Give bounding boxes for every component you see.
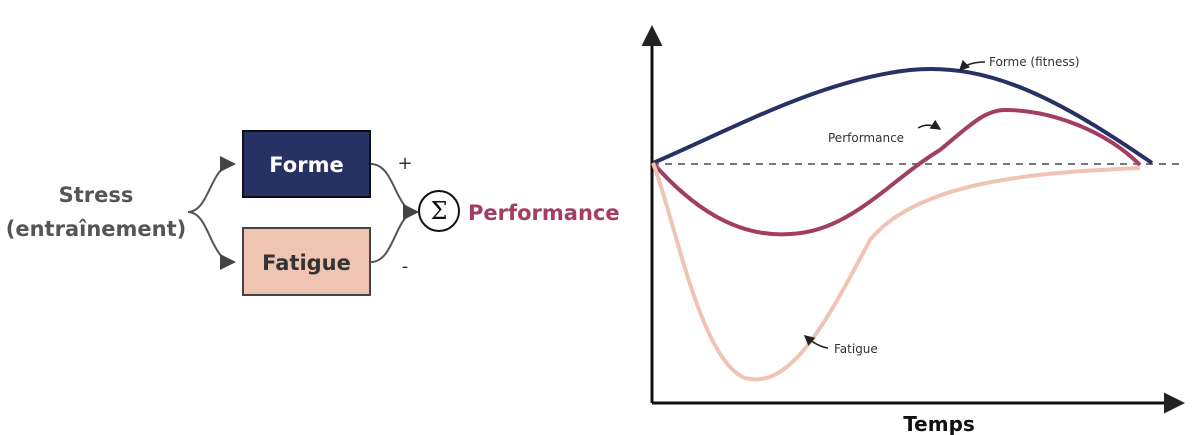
sum-icon: Σ	[431, 197, 448, 225]
fatigue-curve	[651, 162, 1141, 382]
minus-sign: -	[402, 256, 409, 277]
left-model: Stress (entraînement) Forme Fatigue + - …	[6, 130, 620, 296]
forme-pointer-icon	[958, 59, 986, 72]
stress-to-forme-arrow	[187, 156, 236, 213]
fatigue-to-sum-arrow	[370, 204, 419, 263]
fatigue-label: Fatigue	[262, 251, 351, 275]
forme-label: Forme	[269, 153, 343, 177]
stress-label-line2: (entraînement)	[6, 217, 186, 241]
fatigue-chart-label: Fatigue	[834, 342, 878, 356]
fatigue-box	[242, 227, 371, 296]
plus-sign: +	[397, 153, 412, 174]
stress-label-line1: Stress	[59, 183, 134, 207]
performance-pointer-icon	[917, 119, 942, 130]
performance-output-label: Performance	[468, 201, 620, 225]
response-chart: Forme (fitness) Performance Fatigue Temp…	[641, 25, 1185, 435]
sum-circle	[418, 190, 460, 232]
forme-chart-label: Forme (fitness)	[989, 55, 1080, 69]
forme-curve	[652, 67, 1154, 165]
stress-to-fatigue-arrow	[187, 211, 236, 270]
x-axis-label: Temps	[903, 412, 975, 435]
fatigue-pointer-icon	[803, 335, 829, 349]
performance-chart-label: Performance	[828, 131, 904, 145]
performance-curve	[651, 107, 1142, 237]
forme-box	[242, 130, 371, 198]
